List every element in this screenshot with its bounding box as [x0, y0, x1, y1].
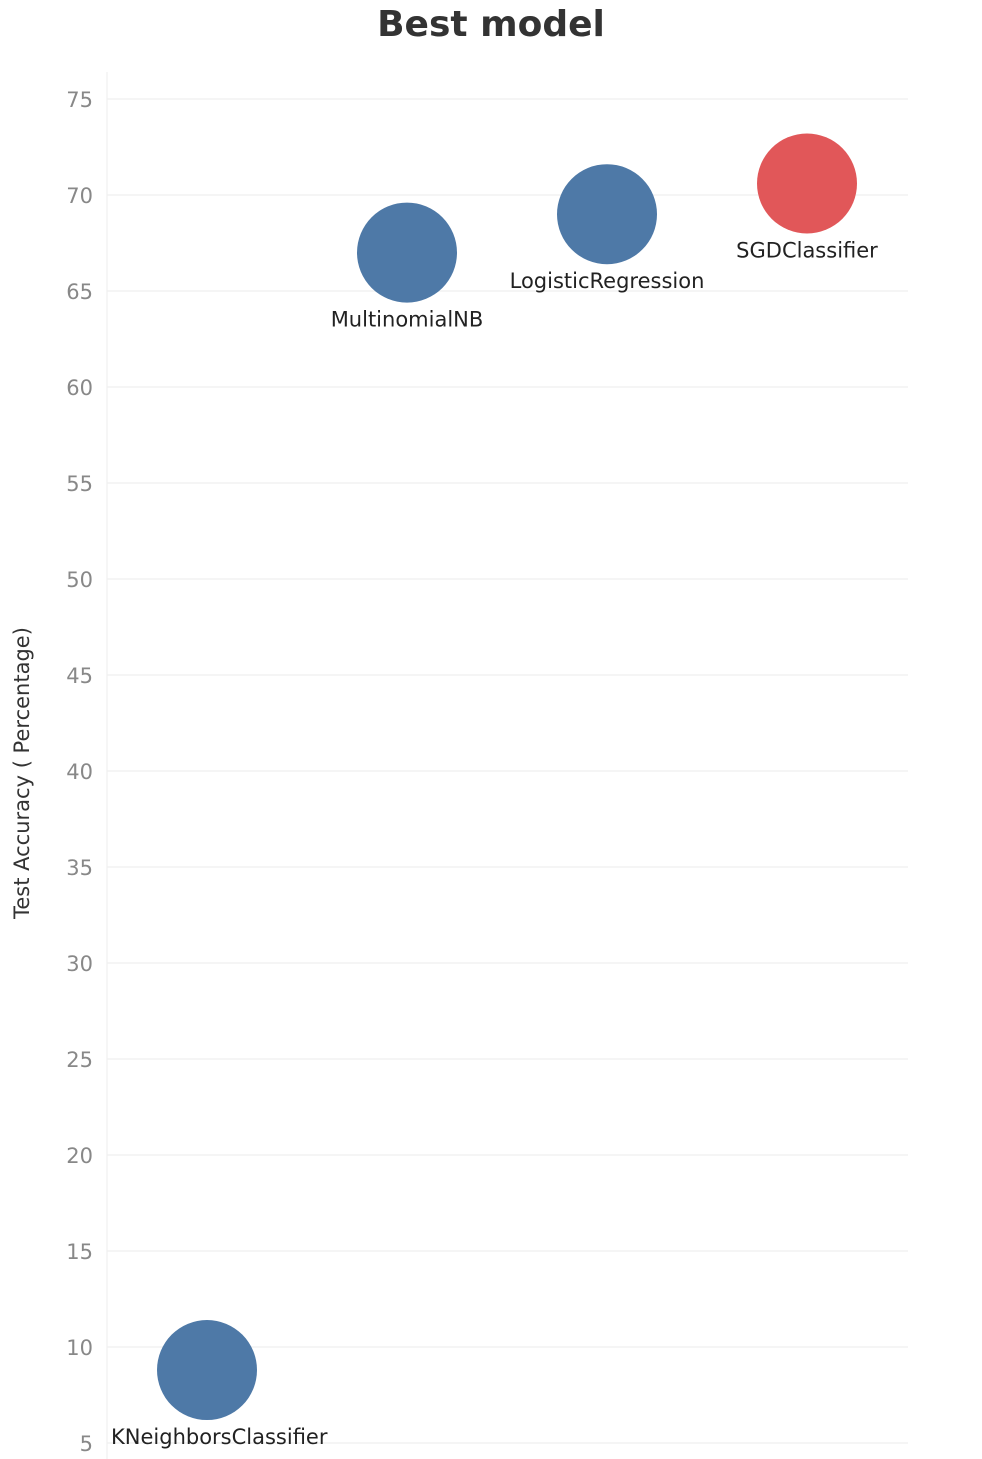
data-point-multinomialnb[interactable] — [357, 202, 457, 303]
data-label-sgdclassifier: SGDClassifier — [736, 238, 878, 262]
chart-title: Best model — [377, 4, 605, 45]
data-point-kneighborsclassifier[interactable] — [157, 1320, 257, 1421]
y-tick-label: 40 — [66, 760, 93, 784]
y-axis-title: Test Accuracy ( Percentage) — [10, 627, 34, 920]
y-tick-label: 10 — [66, 1336, 93, 1360]
y-tick-label: 20 — [66, 1144, 93, 1168]
y-tick-label: 30 — [66, 952, 93, 976]
y-tick-label: 75 — [66, 88, 93, 112]
y-tick-label: 35 — [66, 856, 93, 880]
y-tick-label: 5 — [80, 1432, 93, 1456]
data-label-kneighborsclassifier: KNeighborsClassifier — [111, 1425, 328, 1449]
y-tick-label: 45 — [66, 664, 93, 688]
gridlines — [107, 98, 908, 1444]
data-point-sgdclassifier[interactable] — [757, 133, 857, 234]
y-tick-label: 60 — [66, 376, 93, 400]
y-axis-ticks: 5 10 15 20 25 30 35 40 45 50 55 60 65 70 75 — [66, 88, 93, 1456]
y-tick-label: 50 — [66, 568, 93, 592]
y-tick-label: 65 — [66, 280, 93, 304]
y-tick-label: 70 — [66, 184, 93, 208]
data-label-logisticregression: LogisticRegression — [510, 269, 705, 293]
y-tick-label: 15 — [66, 1240, 93, 1264]
y-tick-label: 55 — [66, 472, 93, 496]
data-points: KNeighborsClassifier MultinomialNB Logisti… — [111, 133, 878, 1449]
data-point-logisticregression[interactable] — [557, 164, 657, 265]
y-tick-label: 25 — [66, 1048, 93, 1072]
data-label-multinomialnb: MultinomialNB — [331, 308, 484, 332]
